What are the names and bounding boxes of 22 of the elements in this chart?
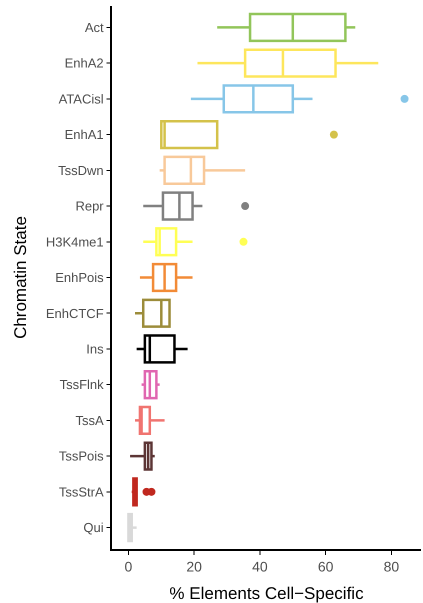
- y-tick-label: TssA: [75, 412, 104, 428]
- y-tick-label: ATACisl: [58, 91, 104, 106]
- y-tick-label: Repr: [75, 198, 104, 214]
- y-tick-label: TssFlnk: [60, 377, 104, 392]
- y-tick-label: TssPois: [58, 448, 104, 464]
- y-tick-label: H3K4me1: [46, 234, 104, 250]
- x-tick-label: 80: [384, 558, 400, 575]
- y-tick-label: Act: [84, 20, 104, 35]
- y-tick-label: EnhA1: [64, 127, 104, 142]
- x-tick-label: 0: [124, 558, 133, 575]
- x-axis-title: % Elements Cell−Specific: [169, 584, 364, 603]
- y-tick-label: EnhPois: [55, 270, 104, 286]
- x-tick-label: 40: [252, 558, 268, 575]
- y-tick-label: EnhA2: [64, 56, 104, 71]
- y-tick-label: EnhCTCF: [46, 306, 104, 321]
- y-tick-label: Qui: [83, 520, 104, 536]
- y-tick-label: Ins: [86, 342, 104, 356]
- y-tick-label: TssDwn: [58, 162, 104, 178]
- y-axis-title: Chromatin State: [10, 216, 30, 339]
- x-tick-label: 60: [318, 558, 334, 575]
- x-tick-label: 20: [186, 558, 202, 575]
- y-tick-label: TssStrA: [58, 484, 104, 500]
